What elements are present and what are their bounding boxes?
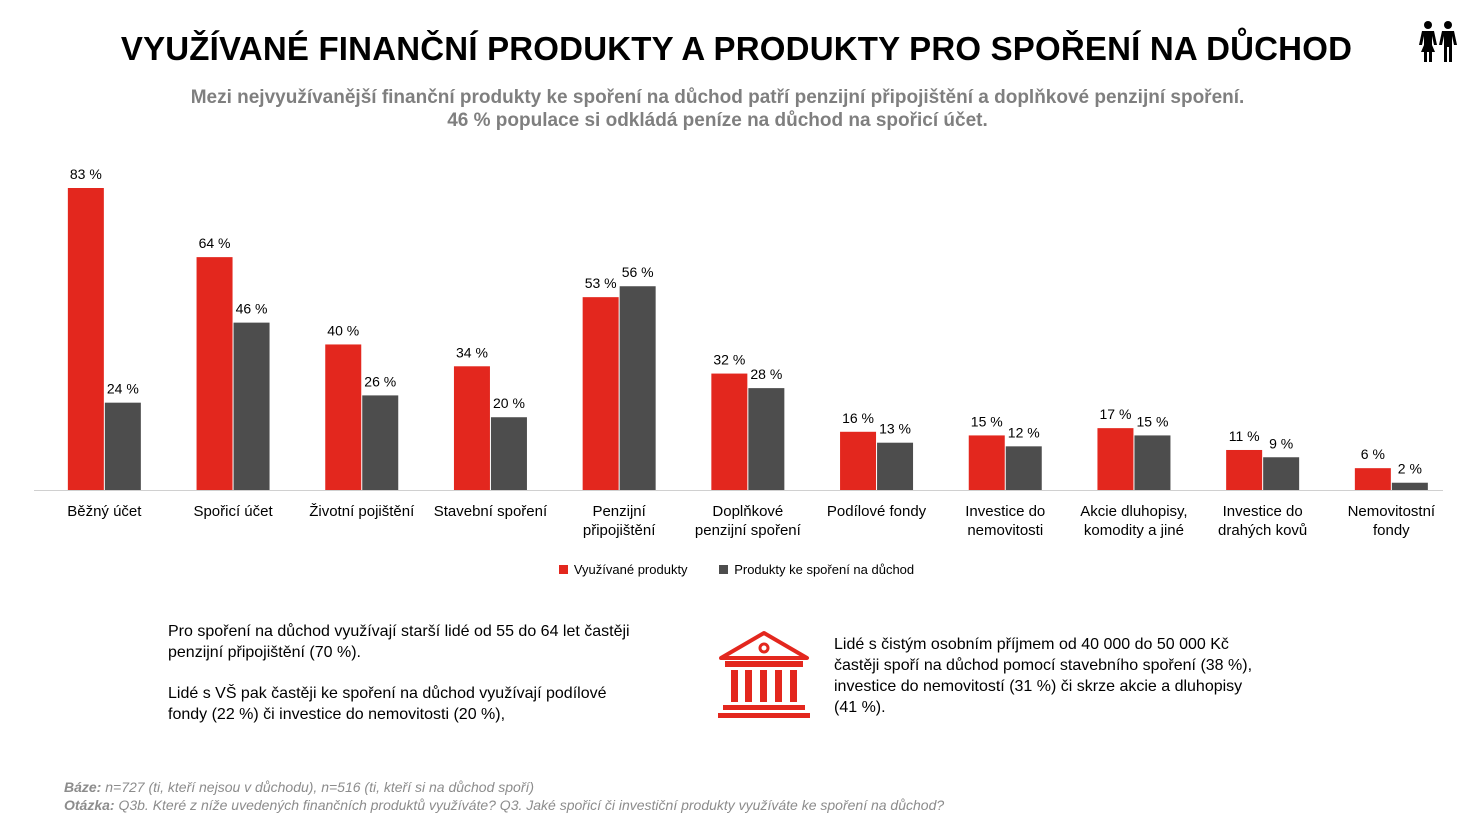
data-label: 24 % bbox=[107, 381, 139, 397]
footer-base: Báze: n=727 (ti, kteří nejsou v důchodu)… bbox=[64, 778, 944, 796]
legend-swatch-series-2 bbox=[719, 565, 729, 574]
bar-series-2 bbox=[1005, 446, 1042, 490]
bar-series-2 bbox=[490, 417, 527, 490]
bar-series-1 bbox=[453, 366, 490, 490]
data-label: 46 % bbox=[236, 301, 268, 317]
bar-series-2 bbox=[362, 395, 399, 490]
category-label: komodity a jiné bbox=[1084, 522, 1184, 539]
bar-series-1 bbox=[1226, 449, 1263, 490]
right-note-paragraph-1: Lidé s čistým osobním příjmem od 40 000 … bbox=[834, 636, 1253, 716]
right-note: Lidé s čistým osobním příjmem od 40 000 … bbox=[834, 634, 1264, 738]
category-label: Nemovitostní bbox=[1348, 503, 1436, 520]
data-label: 64 % bbox=[199, 235, 231, 251]
category-label: penzijní spoření bbox=[695, 522, 802, 539]
subtitle-line-2: 46 % populace si odkládá peníze na důcho… bbox=[447, 110, 988, 131]
category-label: Životní pojištění bbox=[309, 503, 415, 520]
legend-label-series-2: Produkty ke spoření na důchod bbox=[734, 562, 915, 577]
data-label: 11 % bbox=[1229, 428, 1260, 444]
category-label: drahých kovů bbox=[1218, 522, 1307, 539]
left-note: Pro spoření na důchod využívají starší l… bbox=[168, 621, 648, 745]
data-label: 2 % bbox=[1398, 461, 1422, 477]
page-title: VYUŽÍVANÉ FINANČNÍ PRODUKTY A PRODUKTY P… bbox=[120, 30, 1353, 67]
footer-base-label: Báze: bbox=[64, 779, 102, 795]
subtitle-line-1: Mezi nejvyužívanější finanční produkty k… bbox=[190, 87, 1245, 108]
category-label: Penzijní bbox=[592, 503, 646, 520]
bar-series-1 bbox=[711, 373, 748, 490]
subtitle: Mezi nejvyužívanější finanční produkty k… bbox=[0, 86, 1435, 132]
data-label: 20 % bbox=[493, 395, 525, 411]
legend-swatch-series-1 bbox=[558, 565, 568, 574]
bar-series-1 bbox=[325, 344, 362, 490]
data-label: 13 % bbox=[879, 421, 911, 437]
bar-series-2 bbox=[748, 388, 785, 490]
footer-question-label: Otázka: bbox=[64, 797, 115, 813]
data-label: 32 % bbox=[713, 352, 745, 368]
footer-base-text: n=727 (ti, kteří nejsou v důchodu), n=51… bbox=[101, 779, 535, 795]
bar-series-2 bbox=[619, 286, 656, 490]
data-label: 53 % bbox=[585, 275, 617, 291]
category-label: Stavební spoření bbox=[434, 503, 548, 520]
legend-label-series-1: Využívané produkty bbox=[573, 562, 688, 577]
category-label: Podílové fondy bbox=[827, 503, 927, 520]
category-label: Běžný účet bbox=[67, 503, 142, 520]
bar-series-1 bbox=[67, 188, 104, 490]
footer: Báze: n=727 (ti, kteří nejsou v důchodu)… bbox=[64, 778, 944, 814]
data-label: 17 % bbox=[1099, 406, 1131, 422]
bar-series-2 bbox=[877, 442, 914, 490]
category-label: Doplňkové bbox=[712, 503, 783, 520]
left-note-paragraph-1: Pro spoření na důchod využívají starší l… bbox=[168, 623, 630, 661]
legend-item-series-1: Využívané produkty bbox=[558, 562, 688, 577]
bank-icon bbox=[718, 631, 810, 718]
category-label: fondy bbox=[1373, 522, 1410, 539]
data-label: 6 % bbox=[1361, 446, 1385, 462]
data-label: 15 % bbox=[1136, 413, 1168, 429]
bar-series-2 bbox=[1391, 482, 1428, 490]
bar-series-1 bbox=[1097, 428, 1134, 490]
category-label: Akcie dluhopisy, bbox=[1080, 503, 1187, 520]
data-label: 34 % bbox=[456, 344, 488, 360]
data-label: 26 % bbox=[364, 373, 396, 389]
footer-question-text: Q3b. Které z níže uvedených finančních p… bbox=[114, 797, 945, 813]
data-label: 40 % bbox=[327, 322, 359, 338]
data-label: 56 % bbox=[622, 264, 654, 280]
bar-series-1 bbox=[1354, 468, 1391, 490]
bar-chart: 83 % 24 % Běžný účet 64 % 46 % Spořicí účet 40… bbox=[34, 166, 1443, 539]
bar-series-1 bbox=[582, 297, 619, 490]
data-label: 9 % bbox=[1269, 435, 1293, 451]
data-label: 12 % bbox=[1008, 424, 1040, 440]
bar-series-1 bbox=[196, 257, 233, 490]
left-note-paragraph-2: Lidé s VŠ pak častěji ke spoření na důch… bbox=[168, 685, 607, 723]
bar-series-2 bbox=[1263, 457, 1300, 490]
data-label: 16 % bbox=[842, 410, 874, 426]
data-label: 83 % bbox=[70, 166, 102, 182]
category-label: Investice do bbox=[965, 503, 1045, 520]
category-label: nemovitosti bbox=[967, 522, 1043, 539]
people-icon bbox=[1419, 21, 1457, 62]
legend-item-series-2: Produkty ke spoření na důchod bbox=[719, 562, 914, 577]
bar-series-2 bbox=[233, 322, 270, 490]
bar-series-1 bbox=[968, 435, 1005, 490]
footer-question: Otázka: Q3b. Které z níže uvedených fina… bbox=[64, 796, 944, 814]
category-label: Spořicí účet bbox=[193, 503, 273, 520]
data-label: 15 % bbox=[971, 413, 1003, 429]
data-label: 28 % bbox=[750, 366, 782, 382]
bar-series-1 bbox=[840, 431, 877, 490]
bar-series-2 bbox=[1134, 435, 1171, 490]
chart-legend: Využívané produkty Produkty ke spoření n… bbox=[0, 562, 1473, 577]
bar-series-2 bbox=[104, 402, 141, 490]
category-label: Investice do bbox=[1223, 503, 1303, 520]
category-label: připojištění bbox=[583, 522, 656, 539]
